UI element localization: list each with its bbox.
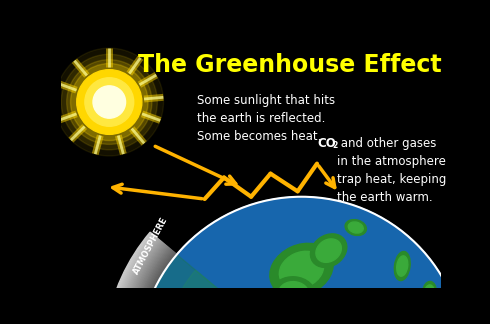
Wedge shape xyxy=(104,232,284,324)
Text: Some sunlight that hits
the earth is reflected.
Some becomes heat.: Some sunlight that hits the earth is ref… xyxy=(197,94,335,143)
Ellipse shape xyxy=(424,285,434,301)
Wedge shape xyxy=(130,249,287,324)
Wedge shape xyxy=(129,248,287,324)
Wedge shape xyxy=(125,246,286,324)
Wedge shape xyxy=(115,239,285,324)
Circle shape xyxy=(139,197,464,324)
Ellipse shape xyxy=(345,220,367,236)
Wedge shape xyxy=(108,235,285,324)
Wedge shape xyxy=(139,254,261,324)
Ellipse shape xyxy=(296,308,315,324)
Wedge shape xyxy=(163,270,267,324)
Circle shape xyxy=(139,197,464,324)
Ellipse shape xyxy=(316,239,342,262)
Circle shape xyxy=(71,64,148,141)
Circle shape xyxy=(67,60,152,145)
Ellipse shape xyxy=(270,243,333,296)
Ellipse shape xyxy=(422,282,437,305)
Ellipse shape xyxy=(299,310,312,322)
Ellipse shape xyxy=(272,277,315,309)
Wedge shape xyxy=(120,242,286,324)
Text: ATMOSPHERE: ATMOSPHERE xyxy=(131,215,170,275)
Wedge shape xyxy=(121,243,286,324)
Text: CO: CO xyxy=(317,137,336,150)
Wedge shape xyxy=(110,236,285,324)
Ellipse shape xyxy=(348,222,363,233)
Wedge shape xyxy=(138,254,287,324)
Ellipse shape xyxy=(397,256,408,276)
Wedge shape xyxy=(113,238,285,324)
Wedge shape xyxy=(122,244,286,324)
Circle shape xyxy=(93,86,125,118)
Wedge shape xyxy=(112,237,285,324)
Text: and other gases
in the atmosphere
trap heat, keeping
the earth warm.: and other gases in the atmosphere trap h… xyxy=(337,137,446,204)
Text: The Greenhouse Effect: The Greenhouse Effect xyxy=(138,53,441,77)
Ellipse shape xyxy=(311,234,347,267)
Ellipse shape xyxy=(312,317,345,324)
Circle shape xyxy=(77,70,142,134)
Wedge shape xyxy=(135,252,287,324)
Circle shape xyxy=(55,48,164,156)
Wedge shape xyxy=(105,233,285,324)
Ellipse shape xyxy=(279,251,324,288)
Ellipse shape xyxy=(279,282,309,304)
Wedge shape xyxy=(132,250,287,324)
Wedge shape xyxy=(133,251,287,324)
Text: 2: 2 xyxy=(333,141,338,149)
Circle shape xyxy=(61,54,157,150)
Ellipse shape xyxy=(394,251,410,281)
Wedge shape xyxy=(124,245,286,324)
Wedge shape xyxy=(127,247,287,324)
Circle shape xyxy=(85,78,134,126)
Wedge shape xyxy=(116,240,286,324)
Wedge shape xyxy=(107,234,285,324)
Wedge shape xyxy=(118,241,286,324)
Wedge shape xyxy=(136,253,287,324)
